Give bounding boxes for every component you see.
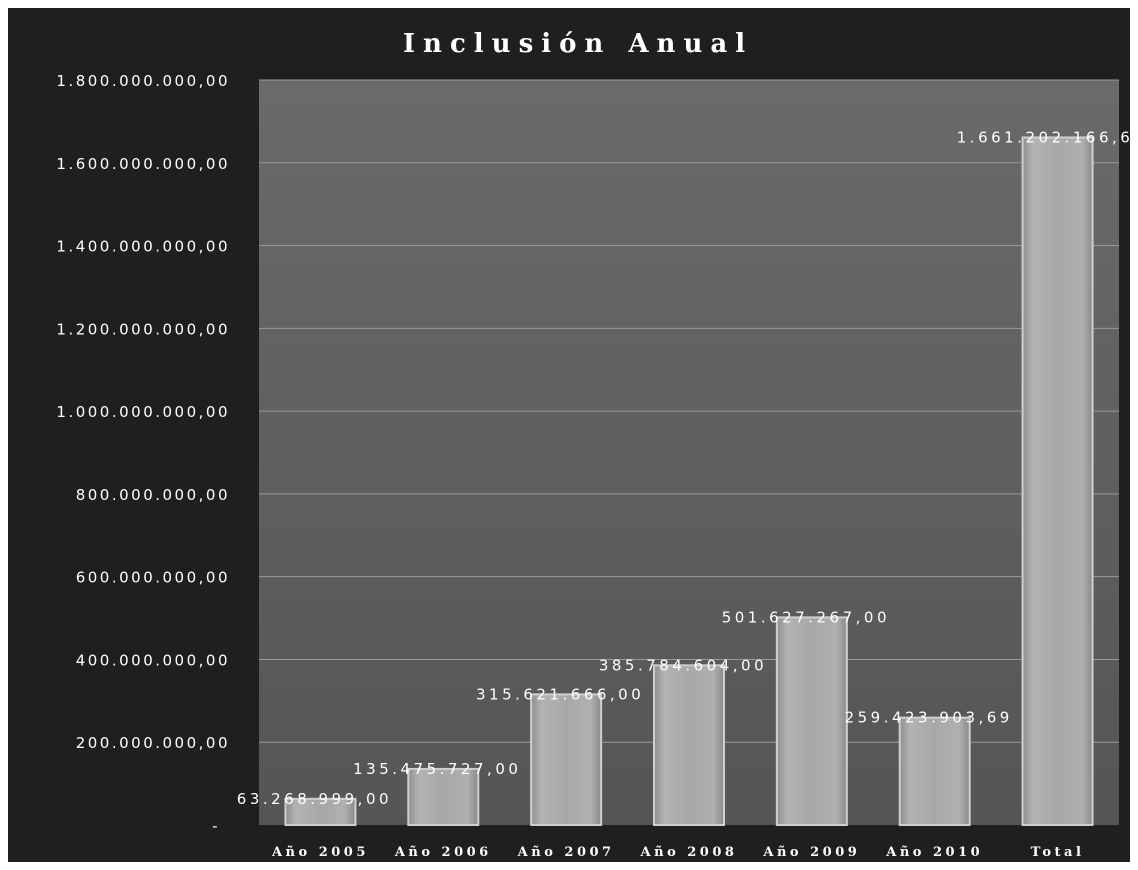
bar <box>898 716 971 826</box>
bars <box>284 136 1094 827</box>
data-label: 63.268.999,00 <box>237 790 392 808</box>
y-tick-label: - <box>212 817 220 835</box>
data-label: 385.784.604,00 <box>599 656 767 674</box>
x-tick-label: Año 2010 <box>885 845 983 860</box>
x-tick-label: Total <box>1031 845 1085 860</box>
bar <box>530 693 603 826</box>
x-axis: Año 2005 Año 2006 Año 2007 Año 2008 Año 2009… <box>271 845 1085 860</box>
x-tick-label: Año 2005 <box>271 845 369 860</box>
data-label: 135.475.727,00 <box>353 760 521 778</box>
y-axis: - 200.000.000,00 400.000.000,00 600.000.000… <box>56 72 230 835</box>
bar <box>653 664 725 827</box>
data-label: 501.627.267,00 <box>722 608 890 626</box>
bar-chart: Inclusión Anual - 200.000.000,00 400.000.0… <box>56 29 1130 860</box>
bar <box>775 616 848 826</box>
y-tick-label: 800.000.000,00 <box>76 486 230 504</box>
bar <box>1021 136 1094 826</box>
bar <box>284 797 357 826</box>
x-tick-label: Año 2009 <box>762 845 860 860</box>
y-tick-label: 1.000.000.000,00 <box>56 403 230 421</box>
chart-frame: Inclusión Anual - 200.000.000,00 400.000.0… <box>8 8 1130 862</box>
y-tick-label: 1.400.000.000,00 <box>56 238 230 256</box>
gridlines <box>259 79 1119 743</box>
chart-title: Inclusión Anual <box>403 29 753 59</box>
data-label: 259.423.903,69 <box>845 709 1013 727</box>
y-tick-label: 1.200.000.000,00 <box>56 320 230 338</box>
data-label: 315.621.666,00 <box>476 685 644 703</box>
x-tick-label: Año 2007 <box>517 845 615 860</box>
x-tick-label: Año 2008 <box>640 845 738 860</box>
y-tick-label: 1.800.000.000,00 <box>56 72 230 90</box>
y-tick-label: 1.600.000.000,00 <box>56 155 230 173</box>
bar <box>407 767 480 826</box>
y-tick-label: 200.000.000,00 <box>76 734 230 752</box>
data-label: 1.661.202.166,69 <box>957 128 1130 146</box>
x-tick-label: Año 2006 <box>394 845 492 860</box>
y-tick-label: 400.000.000,00 <box>76 651 230 669</box>
y-tick-label: 600.000.000,00 <box>76 569 230 587</box>
data-labels: 63.268.999,00 135.475.727,00 315.621.666,0… <box>237 128 1130 807</box>
